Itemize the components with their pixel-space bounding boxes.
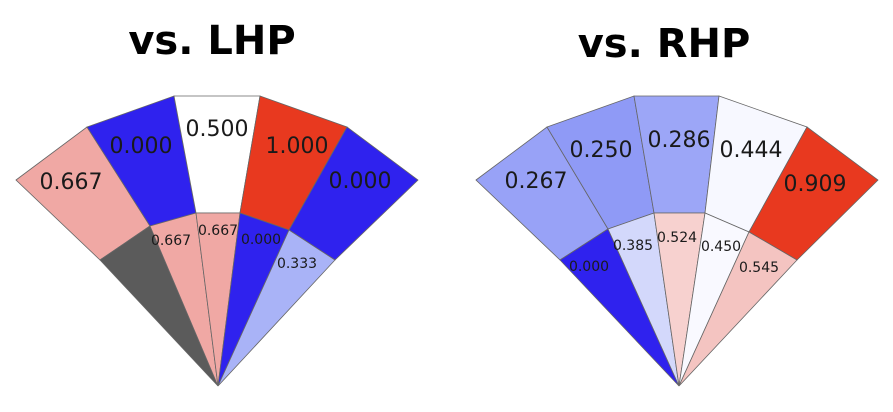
lhp-outer-zone-label-4: 1.000 [266, 134, 329, 159]
lhp-outer-zone-label-2: 0.000 [110, 134, 173, 159]
lhp-title: vs. LHP [128, 18, 295, 64]
rhp-outer-zone-label-1: 0.267 [505, 169, 568, 194]
lhp-outer-zone-label-1: 0.667 [40, 170, 103, 195]
rhp-outer-zone-label-5: 0.909 [784, 172, 847, 197]
lhp-inner-zone-5 [217, 229, 336, 387]
lhp-inner-zone-label-5: 0.333 [277, 256, 317, 272]
rhp-title: vs. RHP [578, 21, 751, 67]
lhp-inner-zone-label-4: 0.000 [241, 232, 281, 248]
rhp-outer-zone-label-3: 0.286 [648, 128, 711, 153]
lhp-inner-zone-label-3: 0.667 [198, 223, 238, 239]
rhp-inner-zone-5 [678, 231, 798, 387]
lhp-outer-zone-label-3: 0.500 [186, 117, 249, 142]
rhp-inner-zone-label-2: 0.385 [613, 238, 653, 254]
rhp-inner-zone-label-4: 0.450 [701, 239, 741, 255]
lhp-panel: vs. LHP 0.6670.0000.5001.0000.0000.6670.… [15, 18, 419, 387]
rhp-outer-zone-label-2: 0.250 [570, 138, 633, 163]
lhp-inner-zone-label-2: 0.667 [151, 233, 191, 249]
rhp-inner-zone-label-3: 0.524 [657, 230, 697, 246]
rhp-inner-zone-label-1: 0.000 [569, 259, 609, 275]
rhp-outer-zone-label-4: 0.444 [720, 138, 783, 163]
rhp-inner-zone-label-5: 0.545 [739, 260, 779, 276]
lhp-outer-zone-label-5: 0.000 [329, 169, 392, 194]
